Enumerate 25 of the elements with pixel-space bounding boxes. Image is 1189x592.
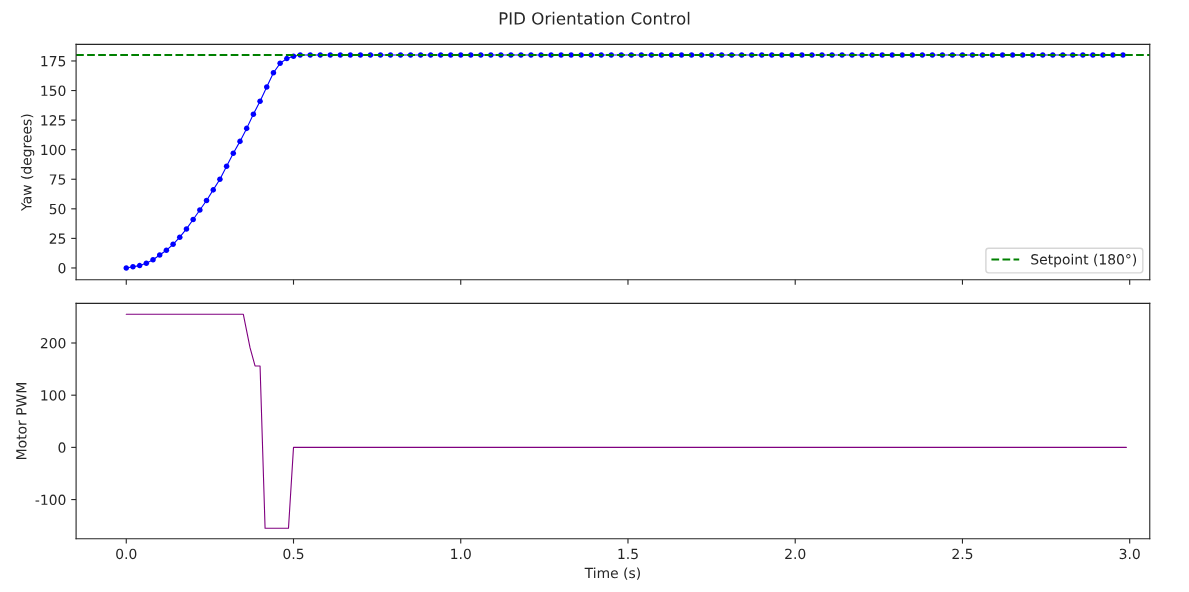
y-tick-label: 0 [58, 442, 66, 453]
y-tick-label: 100 [41, 144, 66, 156]
y-tick-label: 100 [41, 390, 66, 401]
legend-label: Setpoint (180°) [1031, 253, 1137, 268]
y-tick-label: 125 [41, 115, 66, 126]
x-axis-title: Time (s) [584, 567, 640, 580]
x-tick-label: 3.0 [1119, 548, 1140, 560]
line-series [125, 313, 1127, 529]
y-tick-label: 50 [49, 203, 66, 215]
y-tick-label: 25 [49, 233, 66, 244]
y-axis-title: Motor PWM [16, 383, 27, 459]
x-tick-label: 2.5 [952, 548, 973, 560]
y-tick-label: 150 [41, 85, 66, 97]
chart-title: PID Orientation Control [499, 11, 690, 25]
x-tick-label: 2.0 [785, 548, 806, 560]
y-tick-label: 0 [58, 262, 66, 274]
y-tick-label: -100 [35, 494, 66, 506]
x-tick-label: 1.5 [618, 548, 638, 560]
y-axis-title: Yaw (degrees) [20, 114, 35, 211]
y-tick-label: 75 [49, 174, 66, 185]
y-tick-label: 175 [41, 56, 66, 67]
y-tick-label: 200 [40, 337, 66, 349]
x-tick-label: 0.5 [283, 548, 304, 560]
x-tick-label: 0.0 [116, 548, 137, 560]
x-tick-label: 1.0 [451, 548, 471, 560]
